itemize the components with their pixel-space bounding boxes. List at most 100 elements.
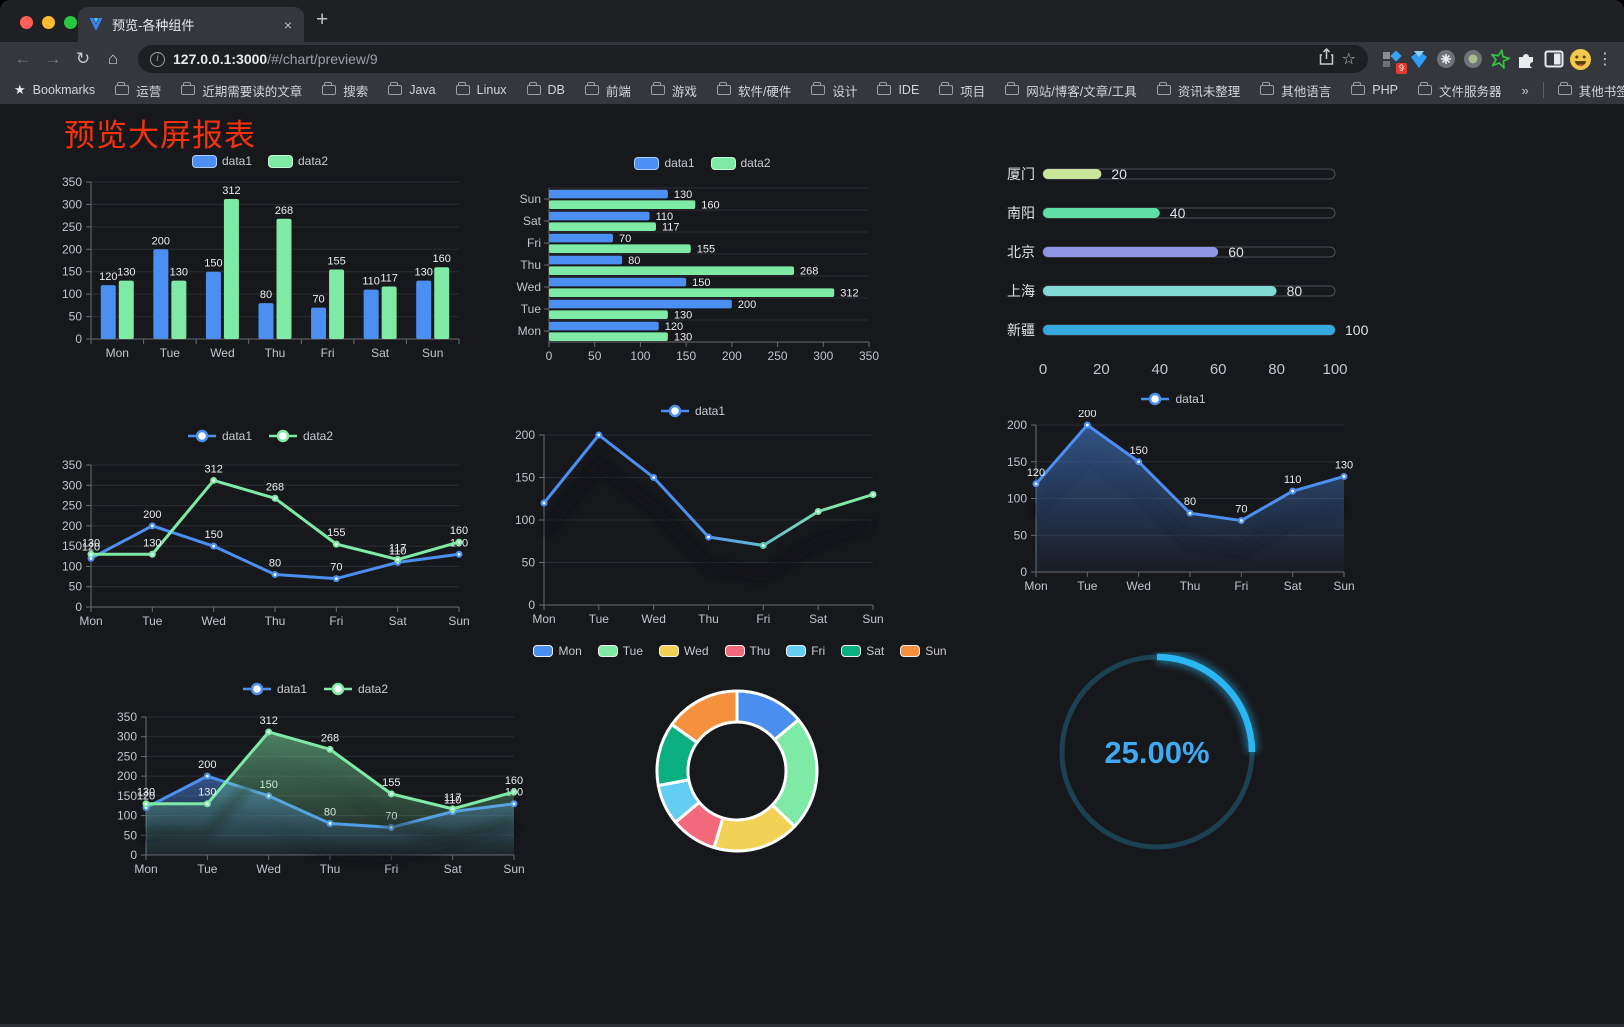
legend-item-data1[interactable]: data1 <box>242 682 307 696</box>
bookmark-folder[interactable]: 运营 <box>115 81 161 100</box>
svg-text:南阳: 南阳 <box>1007 205 1035 221</box>
legend-item-Mon[interactable]: Mon <box>533 644 582 658</box>
legend-item-Tue[interactable]: Tue <box>597 644 643 658</box>
close-window-button[interactable] <box>20 16 33 29</box>
svg-text:160: 160 <box>450 525 468 537</box>
svg-text:200: 200 <box>1078 410 1096 420</box>
share-icon[interactable] <box>1319 47 1334 70</box>
legend-item-data2[interactable]: data2 <box>710 156 771 170</box>
tab-close-icon[interactable]: × <box>283 16 292 33</box>
forward-button[interactable]: → <box>44 49 62 68</box>
svg-text:200: 200 <box>198 759 216 771</box>
chart-area-single: data1 0 50 100 150 200 Mon Tue Wed Thu Fri Sat Sun 12… <box>988 388 1358 610</box>
svg-text:312: 312 <box>259 715 277 727</box>
url-text[interactable]: 127.0.0.1:3000/#/chart/preview/9 <box>173 51 1311 67</box>
svg-text:200: 200 <box>152 235 170 247</box>
tab-strip: 预览-各种组件 × + <box>0 0 1624 42</box>
legend-item-data1[interactable]: data1 <box>191 154 252 168</box>
legend-item-data1[interactable]: data1 <box>660 404 725 418</box>
svg-text:50: 50 <box>588 349 602 363</box>
extension-gem-icon[interactable] <box>1405 47 1432 71</box>
bookmarks-manager[interactable]: ★ Bookmarks <box>14 82 96 97</box>
bookmark-folder[interactable]: DB <box>526 81 565 100</box>
folder-icon <box>811 82 826 95</box>
bookmarks-overflow-chevron[interactable]: » <box>1521 82 1529 98</box>
site-info-icon[interactable]: i <box>150 51 165 67</box>
back-button[interactable]: ← <box>14 49 32 68</box>
svg-text:50: 50 <box>1014 528 1028 542</box>
svg-text:350: 350 <box>62 175 82 189</box>
svg-text:80: 80 <box>1268 361 1285 378</box>
svg-text:250: 250 <box>62 220 82 234</box>
minimize-window-button[interactable] <box>42 16 55 29</box>
legend-item-Wed[interactable]: Wed <box>659 644 709 658</box>
svg-text:60: 60 <box>1228 244 1244 260</box>
svg-text:130: 130 <box>170 267 188 279</box>
legend-item-data2[interactable]: data2 <box>268 429 333 443</box>
bookmark-folder[interactable]: 游戏 <box>650 81 697 100</box>
legend-item-data1[interactable]: data1 <box>1140 392 1206 406</box>
legend-item-data1[interactable]: data1 <box>187 429 252 443</box>
bookmark-folder[interactable]: 资讯未整理 <box>1156 81 1240 100</box>
bookmark-folder[interactable]: PHP <box>1351 81 1398 100</box>
svg-text:150: 150 <box>692 277 710 289</box>
legend-item-Sun[interactable]: Sun <box>900 644 947 658</box>
fullscreen-window-button[interactable] <box>64 16 77 29</box>
bookmark-folder[interactable]: 其他语言 <box>1260 81 1331 100</box>
bookmark-folder[interactable]: 近期需要读的文章 <box>181 81 302 100</box>
svg-text:70: 70 <box>1235 504 1247 516</box>
svg-text:117: 117 <box>389 543 407 555</box>
chart-gauge: 25.00% <box>1040 652 1280 857</box>
address-bar[interactable]: i 127.0.0.1:3000/#/chart/preview/9 ☆ <box>138 45 1368 73</box>
other-bookmarks[interactable]: 其他书签 <box>1557 81 1624 100</box>
bookmark-folder[interactable]: Java <box>388 81 436 100</box>
dashboard-page: 预览大屏报表 data1 data2 0 50 100 150 200 250 300 350 Mo… <box>0 104 1624 1027</box>
new-tab-button[interactable]: + <box>316 8 329 31</box>
extension-command-icon[interactable] <box>1432 47 1459 71</box>
bookmark-folder[interactable]: IDE <box>877 81 919 100</box>
svg-text:130: 130 <box>674 309 692 321</box>
svg-text:100: 100 <box>117 809 137 823</box>
svg-text:200: 200 <box>722 349 742 363</box>
legend-item-Thu[interactable]: Thu <box>724 644 770 658</box>
menu-icon[interactable]: ⋮ <box>1597 51 1613 68</box>
svg-text:150: 150 <box>204 529 222 541</box>
svg-text:Tue: Tue <box>521 302 542 316</box>
bookmark-folder[interactable]: 软件/硬件 <box>716 81 791 100</box>
profile-avatar[interactable] <box>1567 47 1594 71</box>
bookmark-folder[interactable]: 设计 <box>811 81 857 100</box>
side-panel-icon[interactable] <box>1540 47 1567 71</box>
browser-tab[interactable]: 预览-各种组件 × <box>78 7 304 42</box>
bookmark-folder[interactable]: 文件服务器 <box>1417 81 1501 100</box>
svg-text:80: 80 <box>1287 283 1303 299</box>
bookmark-folder[interactable]: 前端 <box>584 81 631 100</box>
bookmark-folder[interactable]: 项目 <box>939 81 985 100</box>
legend-item-Fri[interactable]: Fri <box>786 644 825 658</box>
bookmark-folder[interactable]: Linux <box>455 81 507 100</box>
legend-item-data2[interactable]: data2 <box>268 154 328 168</box>
svg-text:0: 0 <box>75 600 82 614</box>
extension-devtools-icon[interactable]: 9 <box>1378 47 1407 74</box>
bookmark-folder[interactable]: 搜索 <box>322 81 368 100</box>
donut-slice-Sun[interactable] <box>670 689 739 744</box>
svg-text:北京: 北京 <box>1007 244 1035 260</box>
legend-item-data1[interactable]: data1 <box>634 156 695 170</box>
extension-star-icon[interactable] <box>1486 47 1513 71</box>
legend-item-data2[interactable]: data2 <box>323 682 388 696</box>
home-button[interactable]: ⌂ <box>107 49 119 68</box>
reload-button[interactable]: ↻ <box>75 49 91 68</box>
svg-text:150: 150 <box>62 539 82 553</box>
legend-item-Sat[interactable]: Sat <box>841 644 884 658</box>
chart-legend: data1 <box>660 400 725 422</box>
bookmark-star-icon[interactable]: ☆ <box>1341 51 1356 68</box>
bookmark-folder[interactable]: 网站/博客/文章/工具 <box>1005 81 1137 100</box>
svg-text:Wed: Wed <box>256 862 280 876</box>
svg-text:Fri: Fri <box>1234 579 1248 593</box>
svg-text:100: 100 <box>515 513 535 527</box>
svg-text:Tue: Tue <box>589 612 610 626</box>
chart-line-gradient: data1 0 50 100 150 200 Mon Tue Wed Thu Fri Sat Sun <box>500 400 885 630</box>
extensions-puzzle-icon[interactable] <box>1513 47 1540 71</box>
svg-text:Mon: Mon <box>79 614 102 628</box>
svg-text:312: 312 <box>204 463 222 475</box>
extension-record-icon[interactable] <box>1459 47 1486 71</box>
